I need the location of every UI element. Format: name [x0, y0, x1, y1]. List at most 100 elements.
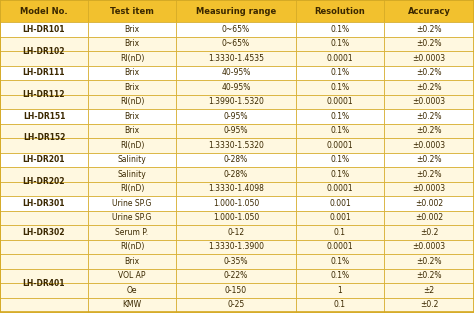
Bar: [0, 283, 88, 297]
Text: RI(nD): RI(nD): [120, 184, 144, 193]
Bar: [88, 196, 176, 210]
Bar: [0, 297, 88, 312]
Text: Test item: Test item: [110, 7, 154, 15]
Text: ±0.0003: ±0.0003: [412, 184, 446, 193]
Text: ±0.0003: ±0.0003: [412, 54, 446, 63]
Text: 0-28%: 0-28%: [224, 155, 248, 164]
Bar: [88, 22, 176, 37]
Text: Oe: Oe: [127, 286, 137, 295]
Text: ±0.0003: ±0.0003: [412, 242, 446, 251]
Text: 0.1%: 0.1%: [330, 68, 349, 77]
Bar: [384, 210, 474, 225]
Bar: [0, 254, 88, 269]
Text: RI(nD): RI(nD): [120, 54, 144, 63]
Bar: [176, 37, 296, 51]
Text: 1.3330-1.4098: 1.3330-1.4098: [208, 184, 264, 193]
Text: 0.1%: 0.1%: [330, 271, 349, 280]
Bar: [0, 240, 88, 254]
Text: ±0.2%: ±0.2%: [416, 170, 442, 179]
Text: LH-DR101: LH-DR101: [23, 25, 65, 34]
Text: LH-DR112: LH-DR112: [23, 90, 65, 99]
Bar: [0, 269, 88, 283]
Text: 0-22%: 0-22%: [224, 271, 248, 280]
Bar: [384, 94, 474, 109]
Bar: [296, 167, 384, 181]
Bar: [296, 269, 384, 283]
Text: LH-DR102: LH-DR102: [23, 46, 65, 56]
Bar: [88, 297, 176, 312]
Bar: [88, 181, 176, 196]
Text: 0.1: 0.1: [334, 300, 346, 309]
Bar: [0, 181, 88, 196]
Bar: [176, 196, 296, 210]
Bar: [0, 22, 88, 37]
Text: LH-DR302: LH-DR302: [23, 228, 65, 237]
Text: RI(nD): RI(nD): [120, 242, 144, 251]
Text: 0.1%: 0.1%: [330, 112, 349, 121]
Text: ±0.2%: ±0.2%: [416, 257, 442, 266]
Bar: [384, 297, 474, 312]
Text: 0~65%: 0~65%: [222, 39, 250, 48]
Text: 1.3330-1.5320: 1.3330-1.5320: [208, 141, 264, 150]
Text: Brix: Brix: [125, 83, 139, 92]
Text: LH-DR201: LH-DR201: [23, 155, 65, 164]
Text: LH-DR202: LH-DR202: [23, 177, 65, 186]
Text: ±0.0003: ±0.0003: [412, 97, 446, 106]
Bar: [296, 297, 384, 312]
Bar: [296, 210, 384, 225]
Text: 40-95%: 40-95%: [221, 68, 251, 77]
Bar: [384, 167, 474, 181]
Bar: [296, 94, 384, 109]
Text: 1.3330-1.4535: 1.3330-1.4535: [208, 54, 264, 63]
Text: LH-DR111: LH-DR111: [23, 68, 65, 77]
Text: 0~65%: 0~65%: [222, 25, 250, 34]
Text: 0.1%: 0.1%: [330, 25, 349, 34]
Bar: [296, 181, 384, 196]
Bar: [176, 297, 296, 312]
Bar: [176, 225, 296, 240]
Text: 0.0001: 0.0001: [327, 242, 353, 251]
Bar: [176, 0, 296, 22]
Bar: [0, 65, 88, 80]
Text: Accuracy: Accuracy: [408, 7, 450, 15]
Bar: [384, 80, 474, 94]
Bar: [296, 240, 384, 254]
Text: 0.001: 0.001: [329, 213, 351, 222]
Bar: [384, 65, 474, 80]
Bar: [0, 196, 88, 210]
Text: 0.0001: 0.0001: [327, 97, 353, 106]
Bar: [0, 210, 88, 225]
Bar: [176, 153, 296, 167]
Text: ±0.2%: ±0.2%: [416, 39, 442, 48]
Text: 0-95%: 0-95%: [224, 112, 248, 121]
Bar: [384, 196, 474, 210]
Bar: [296, 254, 384, 269]
Text: Measuring range: Measuring range: [196, 7, 276, 15]
Bar: [0, 138, 88, 153]
Text: 0.0001: 0.0001: [327, 54, 353, 63]
Text: ±2: ±2: [423, 286, 435, 295]
Text: ±0.0003: ±0.0003: [412, 141, 446, 150]
Bar: [0, 225, 88, 240]
Bar: [384, 181, 474, 196]
Bar: [176, 80, 296, 94]
Text: Brix: Brix: [125, 257, 139, 266]
Text: 1.3330-1.3900: 1.3330-1.3900: [208, 242, 264, 251]
Text: ±0.2%: ±0.2%: [416, 68, 442, 77]
Text: 0.0001: 0.0001: [327, 184, 353, 193]
Bar: [176, 22, 296, 37]
Bar: [88, 240, 176, 254]
Bar: [88, 138, 176, 153]
Text: 0-12: 0-12: [228, 228, 245, 237]
Text: 1.000-1.050: 1.000-1.050: [213, 213, 259, 222]
Bar: [296, 124, 384, 138]
Text: LH-DR151: LH-DR151: [23, 112, 65, 121]
Bar: [296, 138, 384, 153]
Text: 0-35%: 0-35%: [224, 257, 248, 266]
Text: ±0.2%: ±0.2%: [416, 155, 442, 164]
Bar: [384, 153, 474, 167]
Text: 1.000-1.050: 1.000-1.050: [213, 199, 259, 208]
Bar: [176, 210, 296, 225]
Text: 0.001: 0.001: [329, 199, 351, 208]
Bar: [296, 0, 384, 22]
